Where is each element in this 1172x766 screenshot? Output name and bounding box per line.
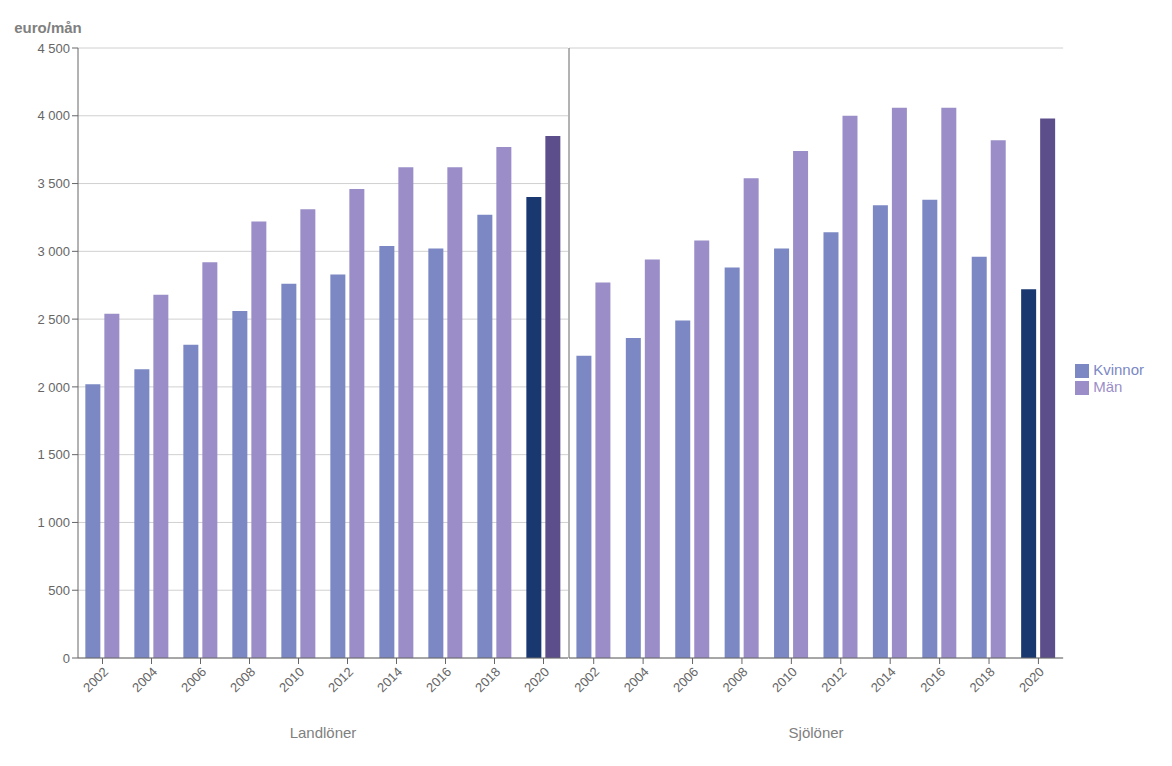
svg-text:2020: 2020 — [1016, 664, 1047, 695]
svg-text:1 500: 1 500 — [37, 447, 70, 462]
svg-text:2 000: 2 000 — [37, 380, 70, 395]
svg-text:2002: 2002 — [80, 664, 111, 695]
svg-text:500: 500 — [48, 583, 70, 598]
svg-text:Landlöner: Landlöner — [290, 724, 357, 741]
svg-text:2004: 2004 — [129, 664, 160, 695]
svg-text:2018: 2018 — [472, 664, 503, 695]
svg-text:2016: 2016 — [917, 664, 948, 695]
svg-text:2020: 2020 — [521, 664, 552, 695]
svg-text:2014: 2014 — [868, 664, 899, 695]
svg-text:2 500: 2 500 — [37, 312, 70, 327]
svg-text:2006: 2006 — [670, 664, 701, 695]
svg-text:2006: 2006 — [178, 664, 209, 695]
svg-text:1 000: 1 000 — [37, 515, 70, 530]
svg-text:2012: 2012 — [818, 664, 849, 695]
svg-text:euro/mån: euro/mån — [14, 19, 82, 36]
svg-text:2012: 2012 — [325, 664, 356, 695]
svg-text:3 000: 3 000 — [37, 244, 70, 259]
svg-text:4 000: 4 000 — [37, 108, 70, 123]
svg-text:2008: 2008 — [720, 664, 751, 695]
svg-text:2014: 2014 — [374, 664, 405, 695]
svg-text:0: 0 — [63, 651, 70, 666]
svg-text:2010: 2010 — [769, 664, 800, 695]
svg-text:3 500: 3 500 — [37, 176, 70, 191]
html-text:Kvinnor: Kvinnor — [1093, 361, 1144, 378]
svg-text:2016: 2016 — [423, 664, 454, 695]
svg-text:2002: 2002 — [571, 664, 602, 695]
svg-text:2018: 2018 — [967, 664, 998, 695]
svg-text:2010: 2010 — [276, 664, 307, 695]
svg-text:4 500: 4 500 — [37, 41, 70, 56]
html-text:Män: Män — [1093, 378, 1123, 395]
svg-text:Sjölöner: Sjölöner — [789, 724, 844, 741]
svg-text:2004: 2004 — [621, 664, 652, 695]
svg-text:2008: 2008 — [227, 664, 258, 695]
